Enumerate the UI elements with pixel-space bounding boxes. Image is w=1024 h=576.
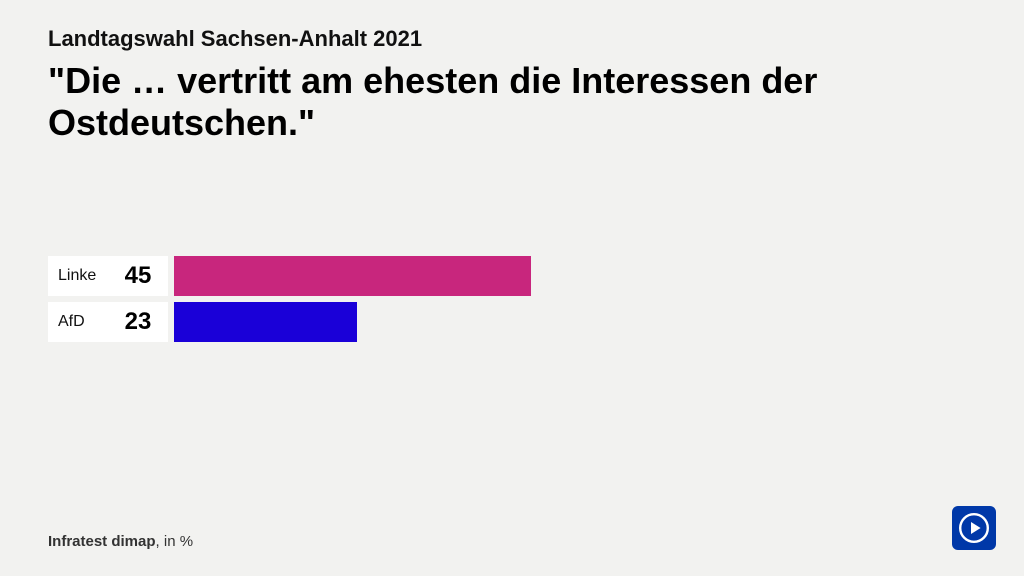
unit-label: , in %	[156, 533, 194, 550]
bar-value: 45	[108, 256, 168, 296]
bar-track	[174, 256, 968, 296]
bar-fill	[174, 256, 531, 296]
das-erste-logo-icon	[952, 506, 996, 550]
chart-footer: Infratest dimap, in %	[48, 533, 193, 550]
source-label: Infratest dimap	[48, 533, 156, 550]
chart-subtitle: Landtagswahl Sachsen-Anhalt 2021	[48, 26, 422, 52]
bar-track	[174, 302, 968, 342]
bar-row: Linke 45	[48, 256, 968, 296]
bar-label: Linke	[48, 256, 108, 296]
bar-fill	[174, 302, 357, 342]
bar-row: AfD 23	[48, 302, 968, 342]
bar-label: AfD	[48, 302, 108, 342]
bar-value: 23	[108, 302, 168, 342]
chart-title: "Die … vertritt am ehesten die Interesse…	[48, 60, 968, 145]
play-triangle-icon	[959, 513, 989, 543]
bar-chart: Linke 45 AfD 23	[48, 256, 968, 348]
